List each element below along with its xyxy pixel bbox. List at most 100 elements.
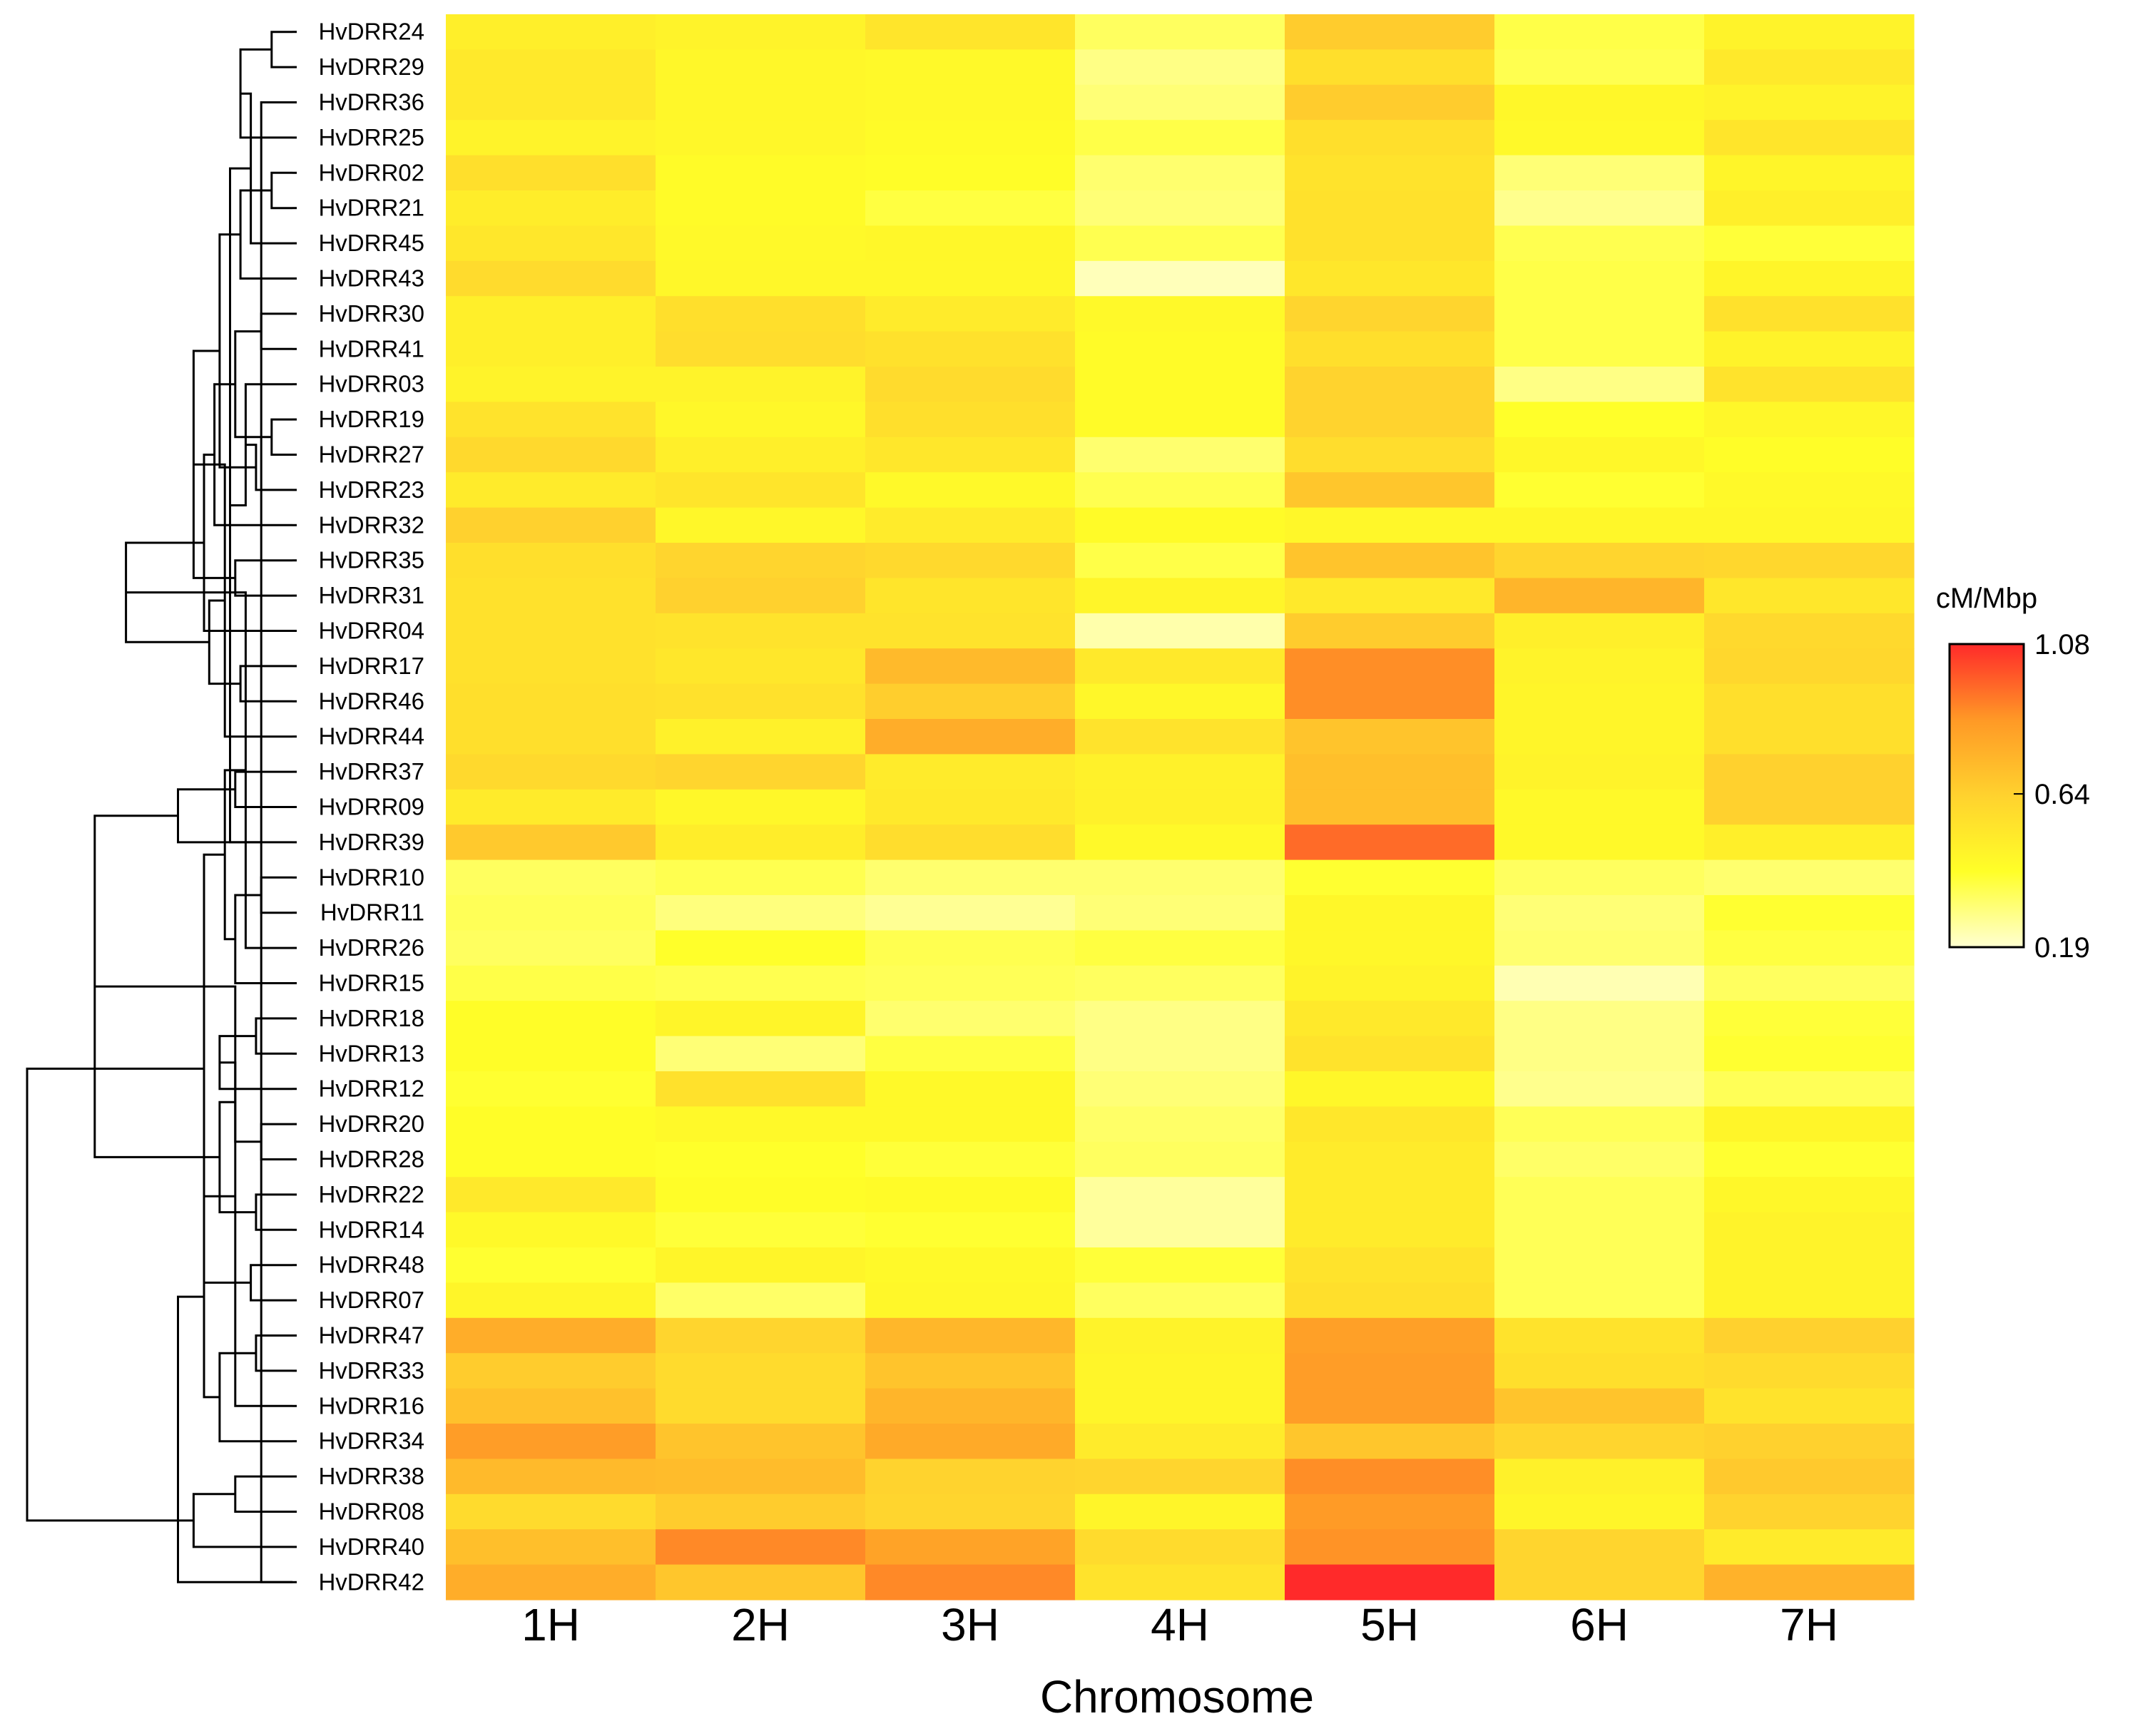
dendrogram-branch-17 <box>239 665 292 703</box>
heatmap-cell-HvDRR13-6H <box>1494 1036 1705 1072</box>
heatmap-cell-HvDRR45-6H <box>1494 225 1705 262</box>
heatmap-cell-HvDRR23-3H <box>865 472 1076 509</box>
row-label-HvDRR32: HvDRR32 <box>318 511 424 538</box>
heatmap-cell-HvDRR39-7H <box>1704 824 1915 861</box>
heatmap-cell-HvDRR02-4H <box>1075 155 1285 191</box>
row-label-HvDRR03: HvDRR03 <box>318 371 424 397</box>
heatmap-cell-HvDRR04-6H <box>1494 613 1705 649</box>
heatmap-cell-HvDRR12-3H <box>865 1071 1076 1107</box>
x-axis-title: Chromosome <box>1040 1671 1314 1722</box>
heatmap-cell-HvDRR11-6H <box>1494 895 1705 931</box>
row-label-HvDRR18: HvDRR18 <box>318 1005 424 1031</box>
heatmap-cell-HvDRR20-1H <box>446 1106 656 1143</box>
heatmap-cell-HvDRR11-2H <box>656 895 866 931</box>
heatmap-cell-HvDRR22-4H <box>1075 1177 1285 1213</box>
heatmap-cell-HvDRR12-6H <box>1494 1071 1705 1107</box>
heatmap-cell-HvDRR40-5H <box>1285 1529 1495 1566</box>
heatmap-cell-HvDRR03-5H <box>1285 367 1495 402</box>
heatmap-cell-HvDRR04-2H <box>656 613 866 649</box>
heatmap-cell-HvDRR08-3H <box>865 1494 1076 1530</box>
dendrogram-branch-7 <box>260 312 292 350</box>
heatmap-cell-HvDRR32-4H <box>1075 507 1285 543</box>
heatmap-cell-HvDRR11-7H <box>1704 895 1915 931</box>
heatmap-cell-HvDRR28-5H <box>1285 1141 1495 1178</box>
heatmap-cell-HvDRR40-1H <box>446 1529 656 1566</box>
row-label-HvDRR42: HvDRR42 <box>318 1568 424 1595</box>
heatmap-cell-HvDRR04-1H <box>446 613 656 649</box>
heatmap-cell-HvDRR37-7H <box>1704 754 1915 790</box>
heatmap-cell-HvDRR18-4H <box>1075 1001 1285 1037</box>
heatmap-cell-HvDRR23-7H <box>1704 472 1915 509</box>
heatmap-cell-HvDRR21-3H <box>865 190 1076 226</box>
heatmap-cell-HvDRR24-4H <box>1075 14 1285 50</box>
heatmap-cell-HvDRR12-1H <box>446 1071 656 1107</box>
heatmap-cell-HvDRR18-1H <box>446 1001 656 1037</box>
row-label-HvDRR16: HvDRR16 <box>318 1392 424 1419</box>
heatmap-cell-HvDRR04-4H <box>1075 613 1285 649</box>
row-label-HvDRR23: HvDRR23 <box>318 476 424 503</box>
heatmap-cell-HvDRR47-4H <box>1075 1317 1285 1354</box>
heatmap-cell-HvDRR30-4H <box>1075 296 1285 332</box>
heatmap-cell-HvDRR29-6H <box>1494 49 1705 86</box>
heatmap-cell-HvDRR37-1H <box>446 754 656 790</box>
heatmap-cell-HvDRR44-2H <box>656 719 866 755</box>
heatmap-cell-HvDRR46-6H <box>1494 683 1705 720</box>
heatmap-cell-HvDRR47-2H <box>656 1317 866 1354</box>
heatmap-cell-HvDRR37-2H <box>656 754 866 790</box>
heatmap-cell-HvDRR35-4H <box>1075 543 1285 578</box>
heatmap-cell-HvDRR07-5H <box>1285 1282 1495 1319</box>
heatmap-cell-HvDRR32-5H <box>1285 507 1495 543</box>
heatmap-cell-HvDRR07-1H <box>446 1282 656 1319</box>
heatmap-cell-HvDRR39-6H <box>1494 824 1705 861</box>
heatmap-cell-HvDRR13-5H <box>1285 1036 1495 1072</box>
heatmap-cell-HvDRR24-5H <box>1285 14 1495 50</box>
heatmap-cell-HvDRR37-3H <box>865 754 1076 790</box>
heatmap-cell-HvDRR17-7H <box>1704 648 1915 685</box>
heatmap-cell-HvDRR13-1H <box>446 1036 656 1072</box>
heatmap-cell-HvDRR36-2H <box>656 84 866 121</box>
colorbar-tick-label: 1.08 <box>2034 629 2090 660</box>
heatmap-cell-HvDRR26-3H <box>865 930 1076 966</box>
heatmap-cell-HvDRR48-7H <box>1704 1247 1915 1283</box>
heatmap-cell-HvDRR19-5H <box>1285 402 1495 438</box>
colorbar-tick-label: 0.64 <box>2034 779 2090 810</box>
heatmap-cell-HvDRR36-6H <box>1494 84 1705 121</box>
row-label-HvDRR26: HvDRR26 <box>318 934 424 961</box>
heatmap-cell-HvDRR38-5H <box>1285 1459 1495 1495</box>
heatmap-cell-HvDRR16-2H <box>656 1388 866 1424</box>
heatmap-cell-HvDRR31-4H <box>1075 578 1285 614</box>
heatmap-cell-HvDRR25-5H <box>1285 120 1495 156</box>
column-label-1H: 1H <box>521 1599 580 1650</box>
heatmap-cell-HvDRR29-4H <box>1075 49 1285 86</box>
heatmap-cell-HvDRR34-3H <box>865 1424 1076 1459</box>
heatmap-cell-HvDRR22-7H <box>1704 1177 1915 1213</box>
row-label-HvDRR25: HvDRR25 <box>318 124 424 150</box>
heatmap-cell-HvDRR27-2H <box>656 436 866 473</box>
heatmap-cell-HvDRR24-7H <box>1704 14 1915 50</box>
row-label-HvDRR30: HvDRR30 <box>318 300 424 327</box>
heatmap-cell-HvDRR02-1H <box>446 155 656 191</box>
heatmap-cell-HvDRR43-3H <box>865 260 1076 297</box>
heatmap-cell-HvDRR13-7H <box>1704 1036 1915 1072</box>
heatmap-cell-HvDRR31-5H <box>1285 578 1495 614</box>
heatmap-cell-HvDRR24-3H <box>865 14 1076 50</box>
heatmap-cell-HvDRR41-4H <box>1075 331 1285 367</box>
heatmap-cell-HvDRR04-7H <box>1704 613 1915 649</box>
heatmap-cell-HvDRR22-5H <box>1285 1177 1495 1213</box>
heatmap-cell-HvDRR03-2H <box>656 367 866 402</box>
heatmap-cell-HvDRR14-6H <box>1494 1212 1705 1248</box>
heatmap-cell-HvDRR46-1H <box>446 683 656 720</box>
row-label-HvDRR17: HvDRR17 <box>318 653 424 679</box>
heatmap-cell-HvDRR18-5H <box>1285 1001 1495 1037</box>
heatmap-cell-HvDRR14-2H <box>656 1212 866 1248</box>
heatmap-cell-HvDRR19-6H <box>1494 402 1705 438</box>
heatmap-cell-HvDRR47-7H <box>1704 1317 1915 1354</box>
column-label-5H: 5H <box>1360 1599 1419 1650</box>
heatmap-cell-HvDRR46-5H <box>1285 683 1495 720</box>
heatmap-cell-HvDRR42-3H <box>865 1564 1076 1600</box>
heatmap-cell-HvDRR09-7H <box>1704 789 1915 825</box>
heatmap-cell-HvDRR28-3H <box>865 1141 1076 1178</box>
row-label-HvDRR31: HvDRR31 <box>318 582 424 608</box>
column-label-6H: 6H <box>1570 1599 1629 1650</box>
heatmap-cell-HvDRR09-1H <box>446 789 656 825</box>
